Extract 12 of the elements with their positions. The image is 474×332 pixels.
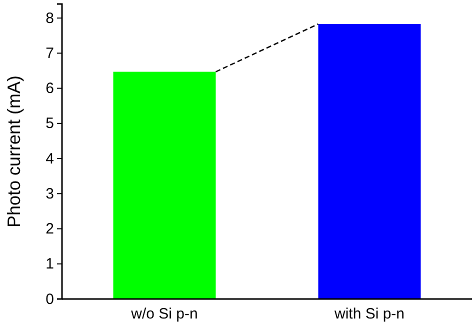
y-tick-label: 1 [46, 256, 54, 273]
y-tick-label: 2 [46, 220, 54, 238]
y-tick-label: 4 [46, 150, 54, 168]
y-tick-label: 5 [46, 115, 54, 132]
x-tick-label: with Si p-n [333, 306, 405, 323]
y-axis-title: Photo current (mA) [4, 75, 24, 228]
y-tick-label: 0 [46, 290, 54, 308]
y-tick-label: 3 [46, 185, 54, 202]
x-tick-label: w/o Si p-n [130, 306, 198, 323]
y-tick-label: 6 [46, 80, 54, 98]
y-tick-label: 7 [46, 44, 54, 62]
y-tick-label: 8 [46, 10, 54, 27]
